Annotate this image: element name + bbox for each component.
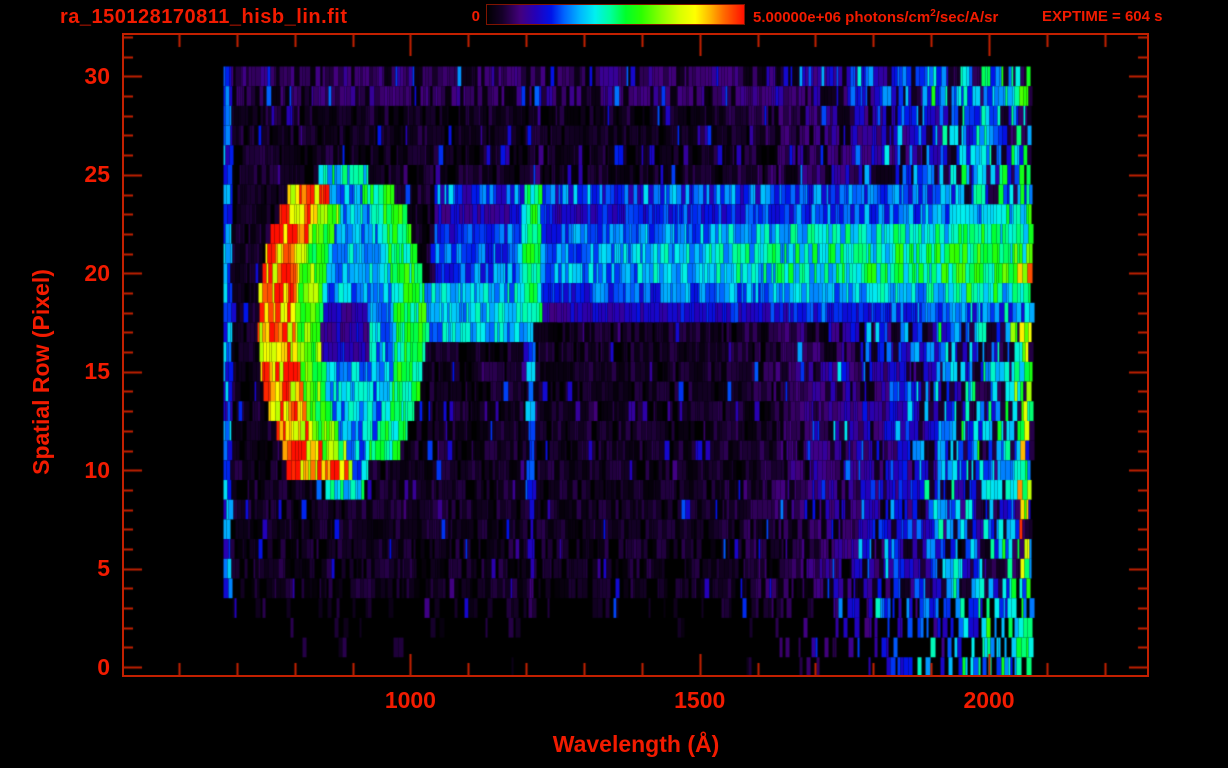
x-axis-title: Wavelength (Å): [552, 731, 720, 757]
x-tick-label: 2000: [963, 687, 1015, 713]
colorbar-gradient: [486, 4, 745, 25]
x-tick-label: 1500: [674, 687, 726, 713]
x-tick-label: 1000: [384, 687, 436, 713]
y-tick-label: 5: [97, 555, 110, 582]
y-tick-label: 15: [84, 358, 110, 385]
exptime-label: EXPTIME = 604 s: [1042, 8, 1163, 25]
y-tick-label: 30: [84, 62, 110, 89]
y-tick-label: 25: [84, 161, 110, 188]
spectral-heatmap-canvas: [124, 35, 1147, 675]
y-tick-label: 20: [84, 259, 110, 286]
plot-frame: [122, 33, 1149, 677]
colorbar-min-label: 0: [471, 8, 480, 25]
y-tick-label: 0: [97, 653, 110, 680]
filename-label: ra_150128170811_hisb_lin.fit: [60, 6, 348, 28]
colorbar-units-superscript: 2: [930, 8, 936, 19]
y-axis-title: Spatial Row (Pixel): [28, 269, 54, 475]
colorbar-max-label: 5.00000e+06 photons/cm2/sec/A/sr: [753, 8, 998, 26]
y-tick-label: 10: [84, 456, 110, 483]
colorbar-max-value: 5.00000e+06 photons/cm: [753, 9, 931, 26]
colorbar-units-suffix: /sec/A/sr: [935, 9, 999, 26]
